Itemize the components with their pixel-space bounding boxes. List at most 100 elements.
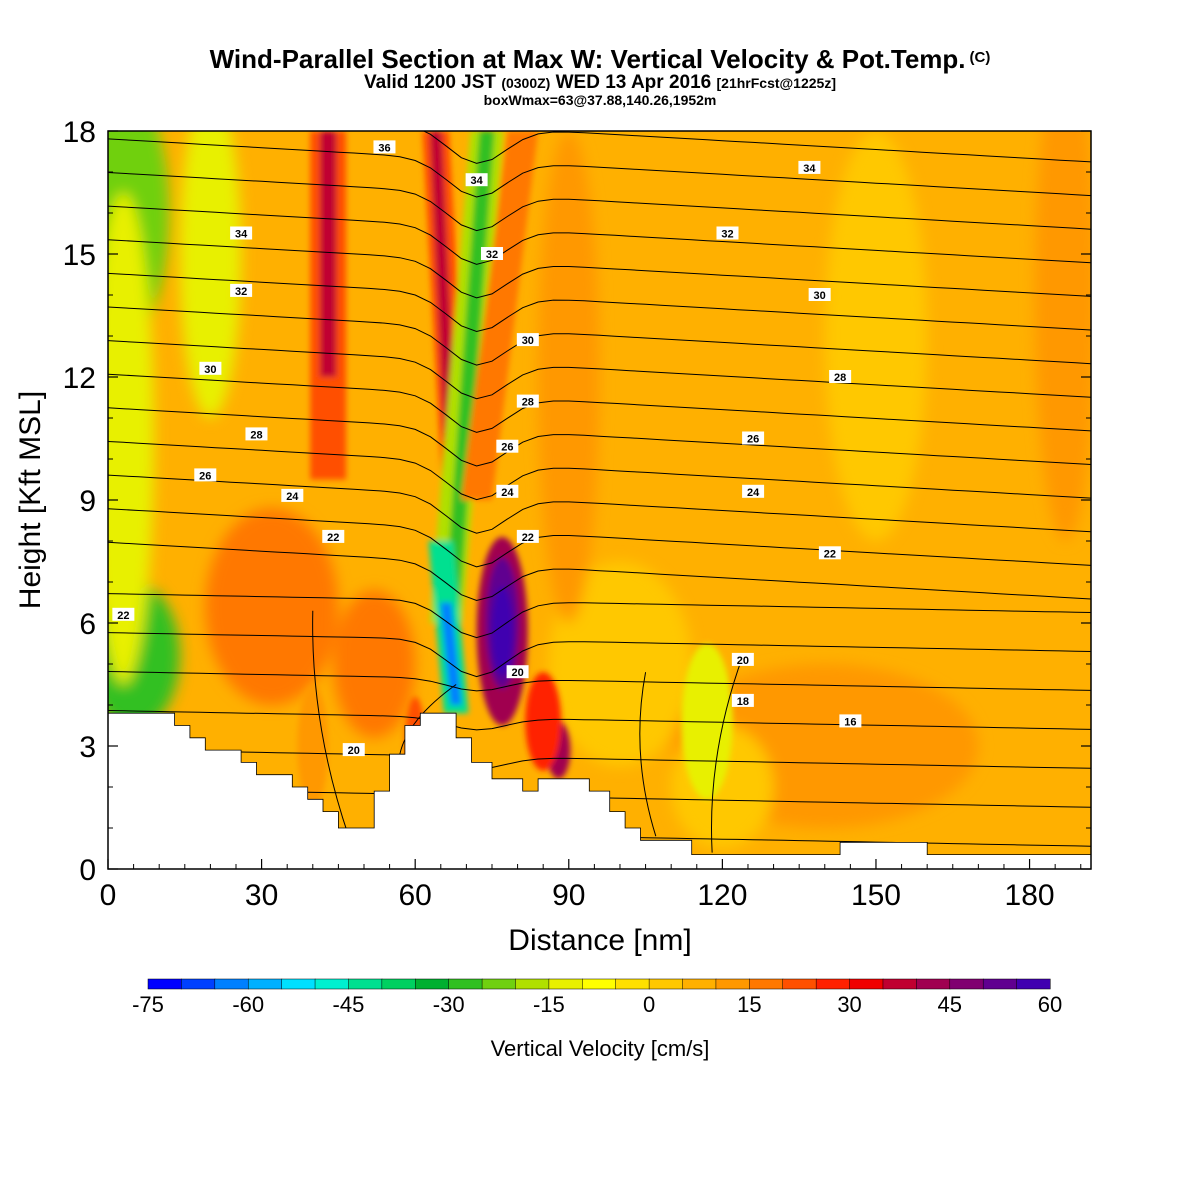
colorbar-swatch xyxy=(314,978,349,990)
theta-contour-line xyxy=(108,632,1091,678)
x-tick-label: 0 xyxy=(100,879,117,912)
label-text: 22 xyxy=(327,532,339,544)
chart-title-text: Wind-Parallel Section at Max W: Vertical… xyxy=(209,44,966,74)
theta-contour-label: 24 xyxy=(281,488,304,503)
updraft-band-outer xyxy=(461,131,539,500)
label-text: 28 xyxy=(522,397,534,409)
colorbar-swatch xyxy=(949,978,984,990)
colorbar-swatch xyxy=(882,978,917,990)
label-box xyxy=(506,665,529,679)
theta-contour-label: 22 xyxy=(322,529,345,544)
label-text: 32 xyxy=(235,286,247,298)
theta-contour-line xyxy=(108,72,1091,130)
colorbar-swatch xyxy=(415,978,450,990)
theta-contour-label: 28 xyxy=(245,427,268,441)
theta-contour-label: 34 xyxy=(230,226,253,241)
colorbar-tick-label: -15 xyxy=(533,992,565,1017)
valid-time: Valid 1200 JST xyxy=(364,72,497,93)
colorbar-tick-label: -60 xyxy=(232,992,264,1017)
theta-contour-label: 32 xyxy=(480,247,503,261)
theta-contour-line xyxy=(108,172,1091,232)
colorbar-swatch xyxy=(849,978,884,990)
theta-contour-label: 28 xyxy=(829,370,852,384)
label-text: 16 xyxy=(844,716,856,728)
x-tick-label: 60 xyxy=(399,879,432,912)
label-box xyxy=(230,226,253,240)
theta-contour-line xyxy=(422,131,1091,164)
theta-contour-line xyxy=(108,748,1091,770)
colorbar-tick-label: 60 xyxy=(1038,992,1062,1017)
label-box xyxy=(480,247,503,260)
label-text: 22 xyxy=(824,548,836,560)
label-box xyxy=(818,546,841,560)
label-box xyxy=(516,333,539,347)
label-box xyxy=(245,427,268,441)
theta-contour-label: 26 xyxy=(496,439,519,454)
theta-contour-label: 30 xyxy=(516,333,539,347)
label-box xyxy=(281,488,304,502)
x-tick-label: 120 xyxy=(697,879,747,912)
vv-blob xyxy=(525,672,562,771)
label-text: 34 xyxy=(235,229,248,241)
label-text: 24 xyxy=(501,487,514,499)
label-text: 24 xyxy=(286,491,299,503)
colorbar-tick-label: 0 xyxy=(643,992,655,1017)
y-tick-label: 9 xyxy=(79,485,96,518)
label-box xyxy=(373,140,396,154)
theta-contour-label: 22 xyxy=(818,546,841,560)
colorbar: -75 -60 -45 -30 -15 0 15 30 45 60 xyxy=(132,978,1062,1017)
theta-contour-label: 26 xyxy=(742,431,765,446)
label-box xyxy=(731,693,754,707)
vv-blob xyxy=(1034,131,1091,541)
label-box xyxy=(742,484,765,498)
colorbar-swatch xyxy=(982,978,1018,990)
chart-title: Wind-Parallel Section at Max W: Vertical… xyxy=(0,44,1200,75)
colorbar-tick-label: -30 xyxy=(433,992,465,1017)
valid-time-utc: (0300Z) xyxy=(501,75,551,91)
label-text: 18 xyxy=(737,696,749,708)
theta-contour-label: 16 xyxy=(839,714,862,728)
colorbar-swatch xyxy=(548,978,583,990)
y-tick-label: 12 xyxy=(63,362,96,395)
label-box xyxy=(230,283,253,297)
vv-blob xyxy=(297,684,329,808)
theta-contour-line xyxy=(108,138,1091,198)
theta-contour-label: 30 xyxy=(199,361,222,376)
theta-contour-line xyxy=(108,272,1091,333)
colorbar-swatch xyxy=(682,978,717,990)
theta-contour-label: 26 xyxy=(194,468,217,482)
label-text: 30 xyxy=(204,364,216,376)
theta-contour-line xyxy=(108,407,1091,467)
label-box xyxy=(829,370,852,383)
label-box xyxy=(112,607,135,621)
copyright-mark: (C) xyxy=(969,49,991,66)
colorbar-tick-label: 15 xyxy=(737,992,761,1017)
label-text: 22 xyxy=(522,532,534,544)
theta-contour-label: 24 xyxy=(496,484,519,499)
label-text: 26 xyxy=(747,434,759,446)
theta-contour-line xyxy=(399,684,457,755)
updraft-band-core xyxy=(319,131,337,377)
theta-contour-label: 28 xyxy=(516,394,539,409)
colorbar-swatch xyxy=(448,978,483,990)
field-blobs xyxy=(108,131,1091,849)
label-box xyxy=(716,226,739,240)
theta-contour-label: 32 xyxy=(230,283,253,298)
label-box xyxy=(808,288,831,301)
label-box xyxy=(496,484,519,498)
label-text: 28 xyxy=(834,372,846,384)
x-tick-label: 30 xyxy=(245,879,278,912)
theta-contour-line xyxy=(108,373,1091,433)
terrain-mask xyxy=(108,712,1091,869)
colorbar-label: Vertical Velocity [cm/s] xyxy=(490,1036,710,1061)
theta-contour-line xyxy=(108,340,1091,400)
label-text: 30 xyxy=(522,335,534,347)
label-box xyxy=(199,361,222,375)
theta-contour-label: 36 xyxy=(373,140,396,154)
label-box xyxy=(516,529,539,543)
x-axis-label: Distance [nm] xyxy=(508,924,691,957)
label-box xyxy=(798,160,821,174)
theta-contour-line xyxy=(639,672,657,837)
colorbar-swatch xyxy=(615,978,650,990)
theta-contour-label: 32 xyxy=(716,226,739,241)
